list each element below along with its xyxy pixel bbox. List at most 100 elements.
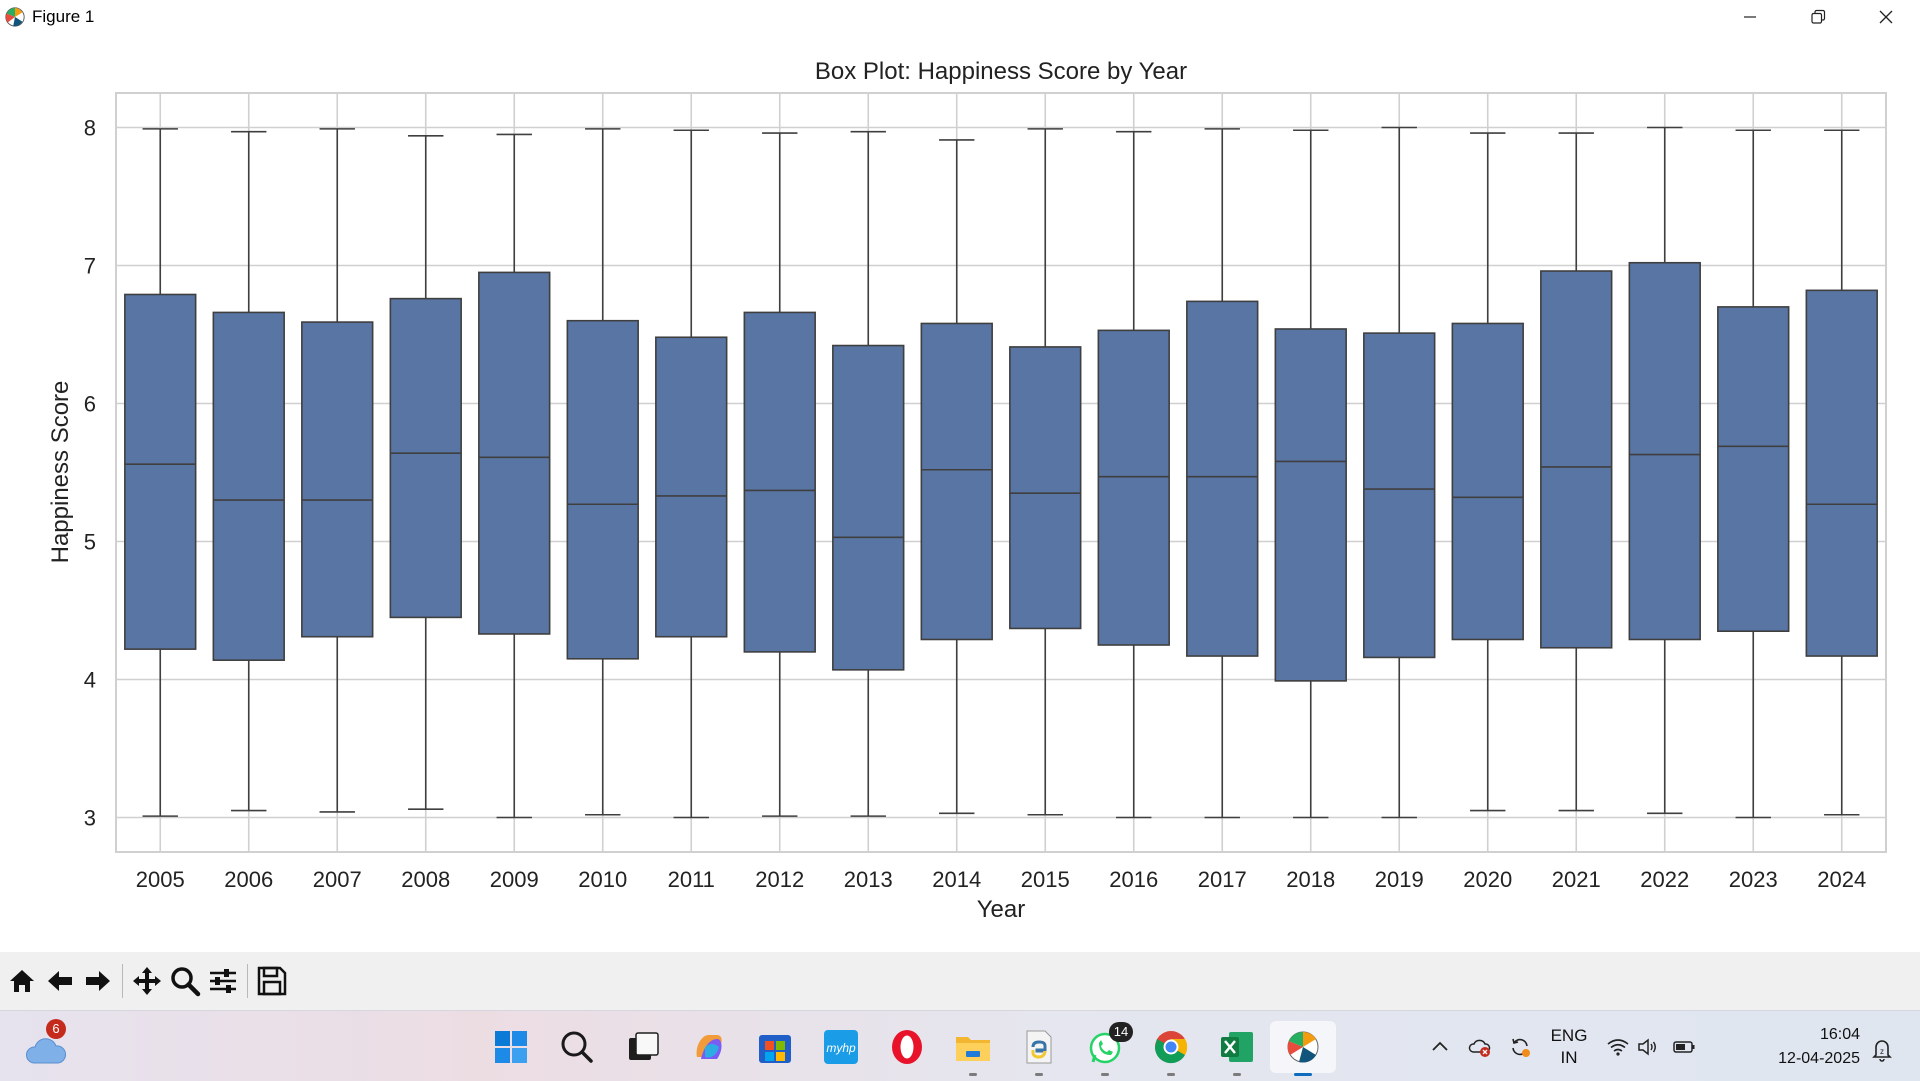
chart-title: Box Plot: Happiness Score by Year <box>815 58 1187 85</box>
iqr-box <box>1186 300 1259 657</box>
copilot-button[interactable] <box>676 1021 742 1073</box>
task-view-button[interactable] <box>610 1021 676 1073</box>
start-button[interactable] <box>478 1021 544 1073</box>
onedrive-tray-button[interactable] <box>1460 1027 1500 1067</box>
volume-icon <box>1638 1038 1656 1056</box>
back-arrow-icon <box>48 971 72 991</box>
running-indicator <box>969 1073 977 1076</box>
iqr-box <box>1540 270 1613 649</box>
x-tick-label: 2015 <box>1021 867 1070 892</box>
excel-button[interactable] <box>1204 1021 1270 1076</box>
python-idle-icon <box>1026 1030 1052 1064</box>
x-tick-label: 2018 <box>1286 867 1335 892</box>
file-explorer-button[interactable] <box>940 1021 1006 1076</box>
zoom-icon <box>171 967 201 997</box>
save-button[interactable] <box>253 960 291 1002</box>
box-plot-chart: 3 4 5 6 7 8 2005 2006 2007 2008 2009 2010 2011 2012 20… <box>47 58 1887 923</box>
minimize-button[interactable] <box>1716 0 1784 34</box>
task-view-icon <box>629 1032 659 1060</box>
x-tick-label: 2009 <box>490 867 539 892</box>
box-2016 <box>1097 130 1170 819</box>
iqr-box <box>1274 328 1347 682</box>
restore-icon <box>1811 9 1826 24</box>
back-button[interactable] <box>41 960 79 1002</box>
clock[interactable]: 16:04 12-04-2025 <box>1748 1023 1860 1071</box>
battery-icon <box>1673 1041 1695 1053</box>
taskbar-pinned-apps: myhp 14 <box>478 1021 1336 1076</box>
iqr-box <box>1363 332 1436 659</box>
python-idle-button[interactable] <box>1006 1021 1072 1076</box>
opera-button[interactable] <box>874 1021 940 1073</box>
home-button[interactable] <box>3 960 41 1002</box>
x-tick-label: 2010 <box>578 867 627 892</box>
forward-button[interactable] <box>79 960 117 1002</box>
microsoft-store-button[interactable] <box>742 1021 808 1073</box>
x-tick-label: 2007 <box>313 867 362 892</box>
iqr-box <box>389 297 462 619</box>
show-hidden-icons-button[interactable] <box>1420 1027 1460 1067</box>
sync-tray-button[interactable] <box>1500 1027 1540 1067</box>
taskbar: 6 myhp 14 <box>0 1010 1920 1081</box>
wifi-button[interactable] <box>1598 1027 1638 1067</box>
configure-subplots-icon <box>210 969 236 993</box>
x-axis-label: Year <box>977 896 1026 923</box>
running-indicator <box>1233 1073 1241 1076</box>
zoom-button[interactable] <box>166 960 204 1002</box>
pan-button[interactable] <box>128 960 166 1002</box>
whatsapp-badge: 14 <box>1109 1022 1133 1042</box>
box-2007 <box>301 128 374 813</box>
home-icon <box>10 970 34 992</box>
weather-badge: 6 <box>46 1019 66 1039</box>
close-button[interactable] <box>1852 0 1920 34</box>
weather-widget[interactable]: 6 <box>24 1019 74 1067</box>
myhp-button[interactable]: myhp <box>808 1021 874 1073</box>
y-axis-label: Happiness Score <box>47 381 74 564</box>
copilot-icon <box>696 1035 722 1059</box>
plot-frame <box>115 92 1887 853</box>
active-indicator <box>1294 1073 1312 1076</box>
region-code: IN <box>1560 1048 1578 1067</box>
box-2010 <box>566 128 639 816</box>
restore-button[interactable] <box>1784 0 1852 34</box>
search-button[interactable] <box>544 1021 610 1073</box>
clock-date: 12-04-2025 <box>1778 1050 1860 1067</box>
forward-arrow-icon <box>86 971 110 991</box>
x-tick-label: 2019 <box>1375 867 1424 892</box>
x-tick-label: 2013 <box>844 867 893 892</box>
box-layer <box>124 126 1878 819</box>
save-icon <box>257 966 287 996</box>
chrome-button[interactable] <box>1138 1021 1204 1076</box>
x-tick-label: 2012 <box>755 867 804 892</box>
box-2005 <box>124 128 197 817</box>
window-title-bar: Figure 1 <box>0 0 1920 34</box>
iqr-box <box>212 311 285 661</box>
x-tick-label: 2017 <box>1198 867 1247 892</box>
figure-canvas[interactable]: 3 4 5 6 7 8 2005 2006 2007 2008 2009 2010 2011 2012 20… <box>0 34 1920 952</box>
running-indicator <box>1035 1073 1043 1076</box>
x-tick-label: 2006 <box>224 867 273 892</box>
iqr-box <box>920 322 993 641</box>
wifi-icon <box>1607 1039 1629 1056</box>
x-tick-label: 2024 <box>1817 867 1866 892</box>
box-2008 <box>389 134 462 811</box>
matplotlib-figure-button[interactable] <box>1270 1021 1336 1076</box>
x-tick-label: 2011 <box>668 867 715 892</box>
search-icon <box>561 1031 593 1063</box>
volume-button[interactable] <box>1628 1027 1668 1067</box>
configure-subplots-button[interactable] <box>204 960 242 1002</box>
iqr-box <box>1097 329 1170 646</box>
whatsapp-button[interactable]: 14 <box>1072 1021 1138 1076</box>
y-tick-label: 8 <box>84 116 96 141</box>
notification-bell-icon[interactable]: z <box>1868 1035 1896 1063</box>
chrome-icon <box>1154 1031 1188 1064</box>
y-tick-label: 3 <box>84 806 96 831</box>
language-indicator[interactable]: ENG IN <box>1540 1025 1598 1069</box>
box-2011 <box>655 129 728 819</box>
iqr-box <box>655 336 728 638</box>
tick-layer: 3 4 5 6 7 8 2005 2006 2007 2008 2009 2010 2011 2012 20… <box>84 116 1866 893</box>
x-tick-label: 2005 <box>136 867 185 892</box>
battery-button[interactable] <box>1664 1027 1704 1067</box>
iqr-box <box>832 344 905 671</box>
minimize-icon <box>1744 16 1756 18</box>
iqr-box <box>301 321 374 638</box>
